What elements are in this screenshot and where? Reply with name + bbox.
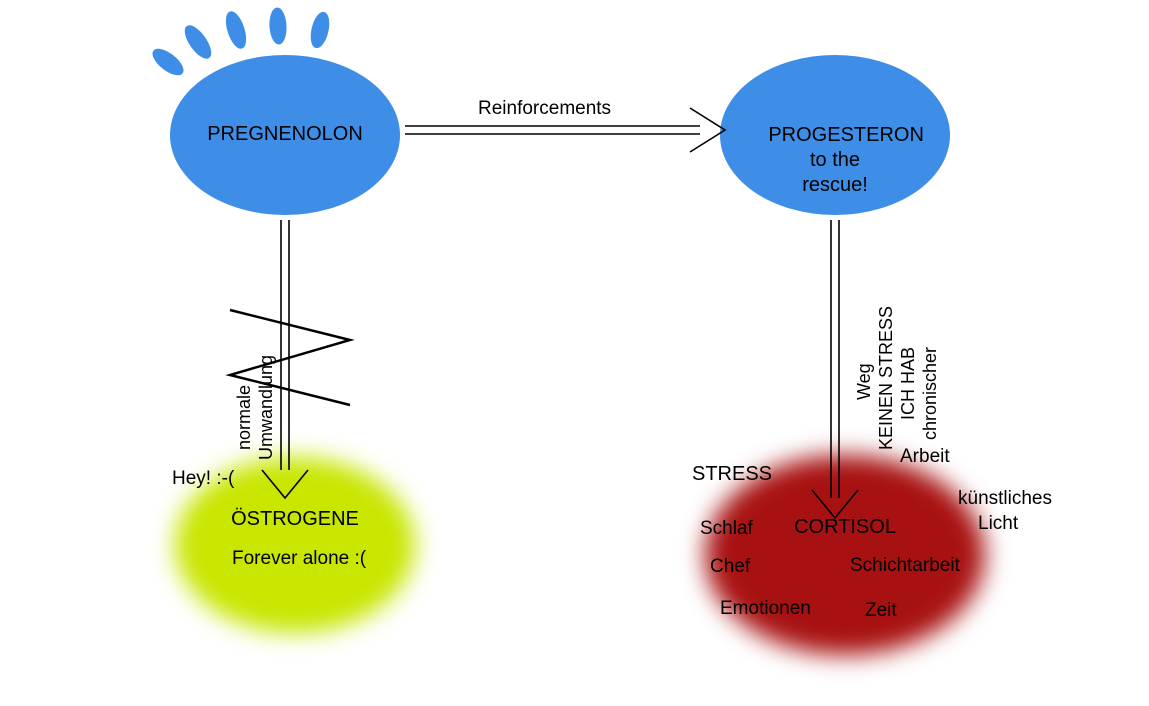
cloud-licht: Licht <box>978 513 1018 535</box>
cloud-kuenstlich: künstliches <box>958 488 1052 510</box>
label-cortisol: CORTISOL <box>745 516 945 539</box>
cloud-stress: STRESS <box>692 463 772 486</box>
cloud-schlaf: Schlaf <box>700 518 753 540</box>
label-chronischer: chronischer <box>920 240 941 440</box>
label-weg: Weg <box>854 300 875 400</box>
label-ichhab: ICH HAB <box>898 260 919 420</box>
label-ostrogene-forever: Forever alone :( <box>232 548 366 570</box>
label-ostrogene: ÖSTROGENE <box>195 508 395 531</box>
cloud-emotionen: Emotionen <box>720 598 811 620</box>
cloud-zeit: Zeit <box>865 600 897 622</box>
label-umwandlung: Umwandlung <box>256 270 277 460</box>
label-pregnenolon: PREGNENOLON <box>185 123 385 146</box>
cloud-arbeit: Arbeit <box>900 446 950 468</box>
label-ostrogene-hey: Hey! :-( <box>172 468 234 490</box>
label-progesteron-line1: PROGESTERON to the rescue! <box>768 124 924 196</box>
label-progesteron: PROGESTERON to the rescue! <box>735 98 935 223</box>
cloud-schicht: Schichtarbeit <box>850 555 960 577</box>
diagram-stage: PREGNENOLON PROGESTERON to the rescue! Ö… <box>0 0 1149 706</box>
cloud-chef: Chef <box>710 556 750 578</box>
label-normale: normale <box>234 280 255 450</box>
label-keinenstress: KEINEN STRESS <box>876 230 897 450</box>
label-reinforcements: Reinforcements <box>478 98 611 120</box>
